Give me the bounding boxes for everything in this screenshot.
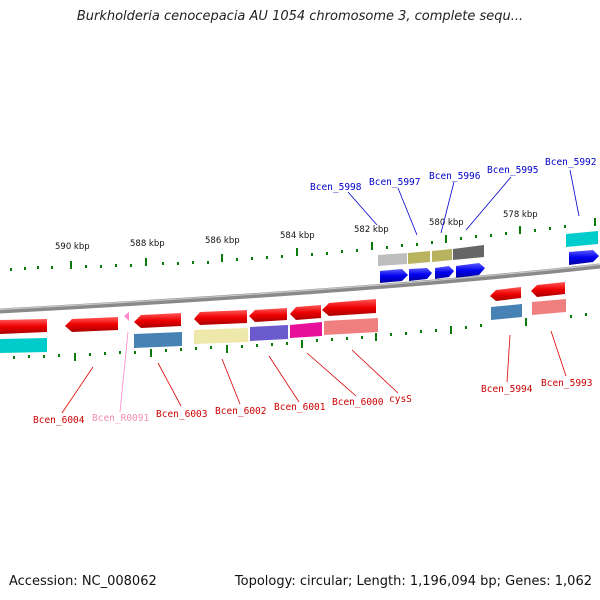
cog-block-bcen-6003 — [134, 332, 182, 348]
gene-arrow-bcen-6003 — [134, 313, 181, 328]
cog-block-bcen-5993 — [532, 299, 566, 315]
reverse-gene-labels: Bcen_6004 Bcen_R0091 Bcen_6003 Bcen_6002… — [33, 378, 592, 426]
cog-block-bcen-6002 — [194, 328, 248, 344]
ruler-label-582: 582 kbp — [354, 225, 389, 235]
gene-label-bcen-6000: Bcen_6000 — [332, 397, 384, 408]
reverse-genes — [0, 282, 565, 334]
gene-arrow-bcen-5992 — [569, 250, 599, 265]
ruler-label-580: 580 kbp — [429, 218, 464, 228]
gene-label-bcen-5997: Bcen_5997 — [369, 177, 420, 188]
gene-label-bcen-5996: Bcen_5996 — [429, 171, 481, 182]
gene-arrow-bcen-5996 — [435, 266, 454, 279]
reverse-cog-row — [0, 299, 566, 353]
cog-block-cyss — [324, 318, 378, 335]
cog-block-bcen-5997 — [408, 251, 430, 264]
gene-arrow-bcen-6002 — [194, 310, 247, 325]
cog-block-bcen-5998 — [378, 253, 407, 266]
gene-label-bcen-6001: Bcen_6001 — [274, 402, 326, 413]
ruler-label-584: 584 kbp — [280, 231, 315, 241]
forward-cog-row — [378, 231, 598, 266]
gene-label-bcen-5998: Bcen_5998 — [310, 182, 362, 193]
map-title: Burkholderia cenocepacia AU 1054 chromos… — [76, 9, 524, 24]
forward-genes — [380, 250, 599, 283]
gene-arrow-bcen-5998 — [380, 269, 408, 283]
gene-arrow-bcen-5997 — [409, 268, 432, 281]
gene-arrow-bcen-5995 — [456, 263, 485, 278]
cog-block-bcen-5996 — [432, 249, 452, 262]
accession-text: Accession: NC_008062 — [9, 574, 157, 589]
gene-label-bcen-5993: Bcen_5993 — [541, 378, 592, 389]
gene-arrow-cyss — [322, 299, 376, 316]
gene-label-cyss: cysS — [389, 394, 412, 405]
ruler-label-578: 578 kbp — [503, 210, 538, 220]
ruler-label-588: 588 kbp — [130, 239, 165, 249]
gene-arrow-bcen-5993 — [531, 282, 565, 297]
gene-arrow-bcen-6001 — [249, 308, 287, 322]
gene-arrow-bcen-5994 — [490, 287, 521, 301]
gene-label-bcen-6004: Bcen_6004 — [33, 415, 85, 426]
gene-label-bcen-r0091: Bcen_R0091 — [92, 413, 149, 424]
gene-label-bcen-5995: Bcen_5995 — [487, 165, 538, 176]
cog-block-bcen-6000 — [290, 322, 322, 338]
cog-block-bcen-6001 — [250, 325, 288, 341]
gene-label-bcen-6003: Bcen_6003 — [156, 409, 207, 420]
forward-strand-ticks — [10, 218, 596, 271]
genome-summary-text: Topology: circular; Length: 1,196,094 bp… — [234, 574, 592, 589]
ruler-labels: 590 kbp 588 kbp 586 kbp 584 kbp 582 kbp … — [55, 210, 538, 252]
gene-arrow-bcen-6000 — [290, 305, 321, 320]
cog-block-bcen-6004 — [0, 338, 47, 353]
gene-arrow-bcen-r0091 — [124, 312, 129, 321]
gene-arrow-bcen-6004 — [0, 319, 47, 334]
reverse-label-leaders — [61, 330, 567, 414]
cog-block-bcen-5994 — [491, 304, 522, 320]
cog-block-bcen-5995 — [453, 245, 484, 260]
ruler-label-590: 590 kbp — [55, 242, 90, 252]
gene-arrow-bcen-6004b — [65, 317, 118, 332]
forward-gene-labels: Bcen_5998 Bcen_5997 Bcen_5996 Bcen_5995 … — [310, 157, 596, 193]
gene-label-bcen-6002: Bcen_6002 — [215, 406, 266, 417]
genome-backbone — [0, 263, 600, 314]
cog-block-bcen-5992 — [566, 231, 598, 247]
forward-label-leaders — [347, 169, 580, 236]
reverse-strand-ticks — [13, 313, 587, 361]
ruler-label-586: 586 kbp — [205, 236, 240, 246]
gene-label-bcen-5992: Bcen_5992 — [545, 157, 596, 168]
gene-label-bcen-5994: Bcen_5994 — [481, 384, 533, 395]
